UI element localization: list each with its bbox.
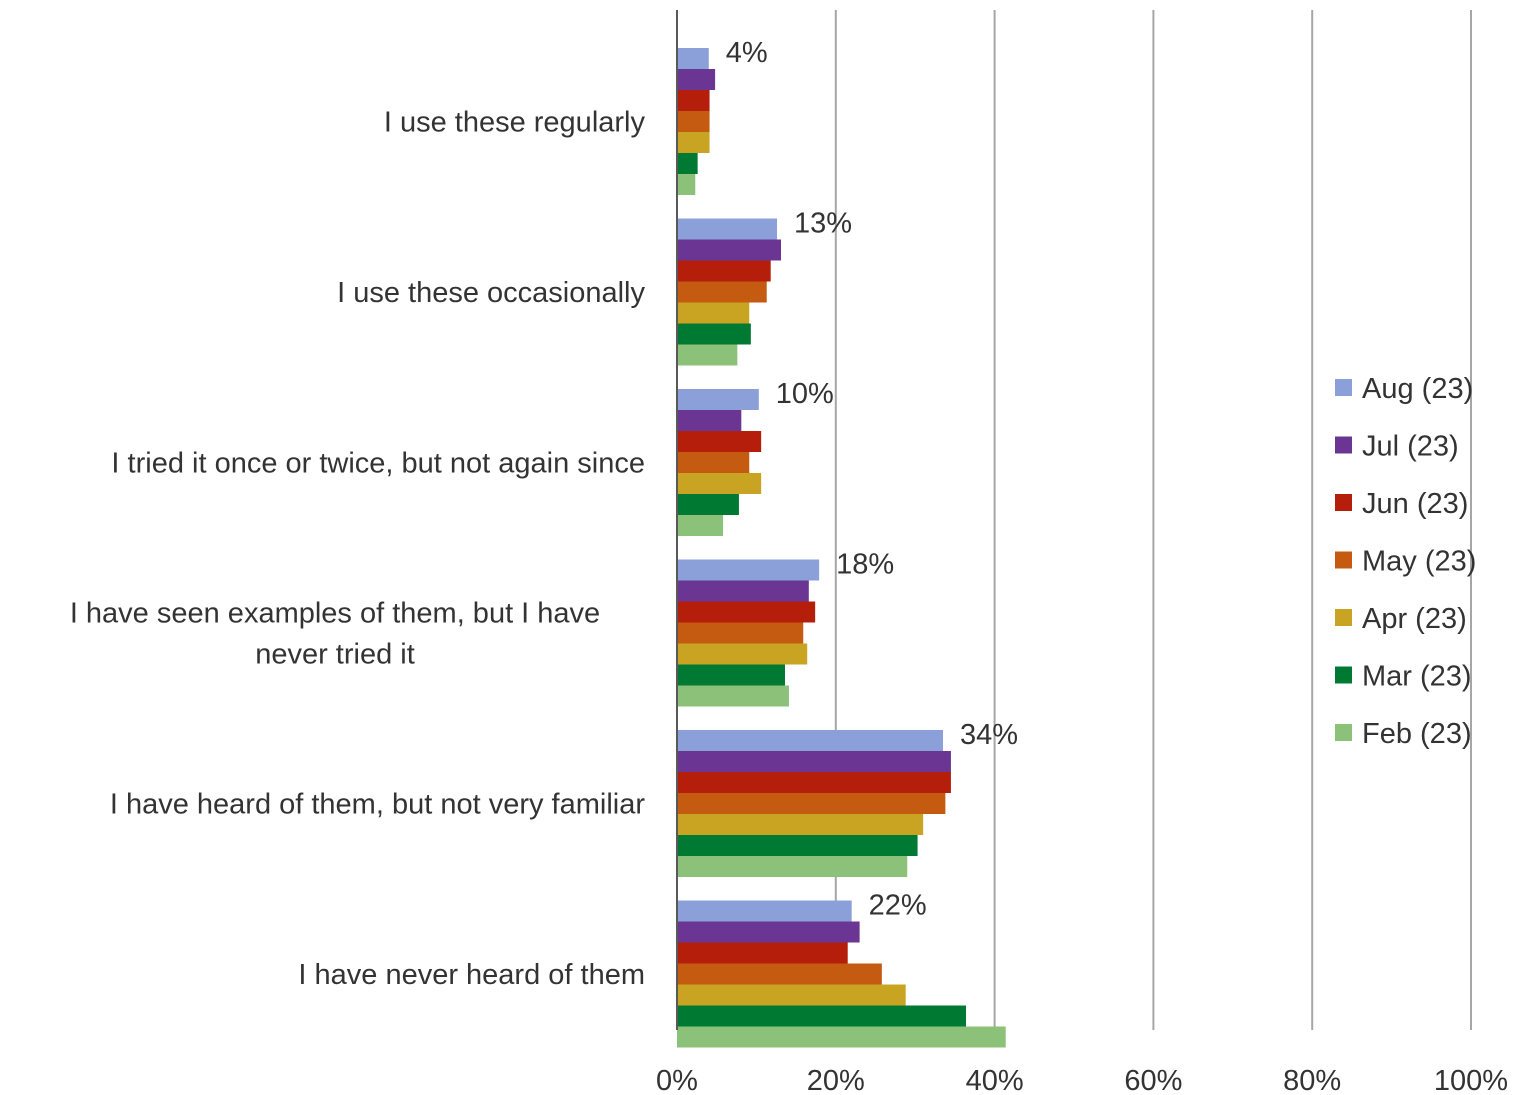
category-labels: I use these regularly I use these occasio… xyxy=(70,107,646,992)
legend-label: May (23) xyxy=(1362,546,1476,578)
bar xyxy=(677,218,778,240)
data-label: 22% xyxy=(869,890,927,922)
bar xyxy=(677,48,709,69)
x-tick-label: 40% xyxy=(966,1065,1024,1095)
bar xyxy=(677,302,750,324)
legend-swatch xyxy=(1335,609,1352,626)
bar xyxy=(677,622,804,644)
bar xyxy=(677,323,751,345)
bar xyxy=(677,1005,967,1027)
bar xyxy=(677,153,698,174)
legend-label: Aug (23) xyxy=(1362,373,1473,405)
x-tick-labels: 0% 20% 40% 60% 80% 100% xyxy=(656,1065,1508,1095)
bar xyxy=(677,344,738,366)
bar xyxy=(677,751,951,772)
bar xyxy=(677,643,808,665)
category-label: I have never heard of them xyxy=(298,959,645,991)
bar xyxy=(677,473,762,494)
x-tick-label: 80% xyxy=(1283,1065,1341,1095)
data-label: 13% xyxy=(794,208,852,240)
data-label: 10% xyxy=(776,378,834,410)
legend-swatch xyxy=(1335,666,1352,684)
bar xyxy=(677,132,710,153)
bars xyxy=(677,48,1006,1048)
x-tick-label: 100% xyxy=(1434,1065,1508,1095)
data-labels: 4% 13% 10% 18% 34% 22% xyxy=(726,37,1018,922)
bar xyxy=(677,730,943,751)
legend-label: Jul (23) xyxy=(1362,431,1459,463)
bar xyxy=(677,814,924,835)
bar xyxy=(677,90,710,111)
x-tick-label: 60% xyxy=(1124,1065,1182,1095)
category-label: I have heard of them, but not very famil… xyxy=(110,789,645,821)
bar xyxy=(677,921,860,943)
bar xyxy=(677,793,946,814)
x-tick-label: 20% xyxy=(807,1065,865,1095)
bar xyxy=(677,452,750,473)
bar xyxy=(677,835,918,856)
bar xyxy=(677,174,696,195)
category-label: I tried it once or twice, but not again … xyxy=(111,448,645,480)
bar xyxy=(677,856,908,877)
bar xyxy=(677,410,742,431)
bar xyxy=(677,281,767,303)
legend-swatch xyxy=(1335,551,1352,569)
bar xyxy=(677,664,785,686)
bar xyxy=(677,772,951,793)
data-label: 4% xyxy=(726,37,768,69)
legend-label: Mar (23) xyxy=(1362,661,1472,693)
gridlines xyxy=(834,10,1472,1030)
bar xyxy=(677,942,848,964)
bar xyxy=(677,389,759,410)
bar xyxy=(677,431,762,452)
bar xyxy=(677,111,710,132)
x-tick-label: 0% xyxy=(656,1065,698,1095)
bar xyxy=(677,601,816,623)
category-label: I use these regularly xyxy=(384,107,646,139)
bar xyxy=(677,1026,1006,1048)
legend-label: Apr (23) xyxy=(1362,603,1467,635)
bar xyxy=(677,69,716,90)
bar xyxy=(677,900,852,922)
bar xyxy=(677,260,771,282)
legend-swatch xyxy=(1335,379,1352,396)
legend-label: Feb (23) xyxy=(1362,718,1472,750)
data-label: 18% xyxy=(836,549,894,581)
bar xyxy=(677,685,789,707)
legend: Aug (23) Jul (23) Jun (23) May (23) Apr (23)… xyxy=(1335,373,1476,750)
category-label: I use these occasionally xyxy=(337,277,645,309)
bar xyxy=(677,239,782,261)
legend-swatch xyxy=(1335,436,1352,454)
bar xyxy=(677,494,739,515)
bar xyxy=(677,963,882,985)
bar xyxy=(677,984,906,1006)
bar xyxy=(677,559,820,581)
bar xyxy=(677,515,724,536)
legend-label: Jun (23) xyxy=(1362,488,1468,520)
data-label: 34% xyxy=(960,719,1018,751)
legend-swatch xyxy=(1335,494,1352,511)
legend-swatch xyxy=(1335,724,1352,741)
bar xyxy=(677,580,809,602)
category-label: I have seen examples of them, but I have… xyxy=(70,598,600,671)
